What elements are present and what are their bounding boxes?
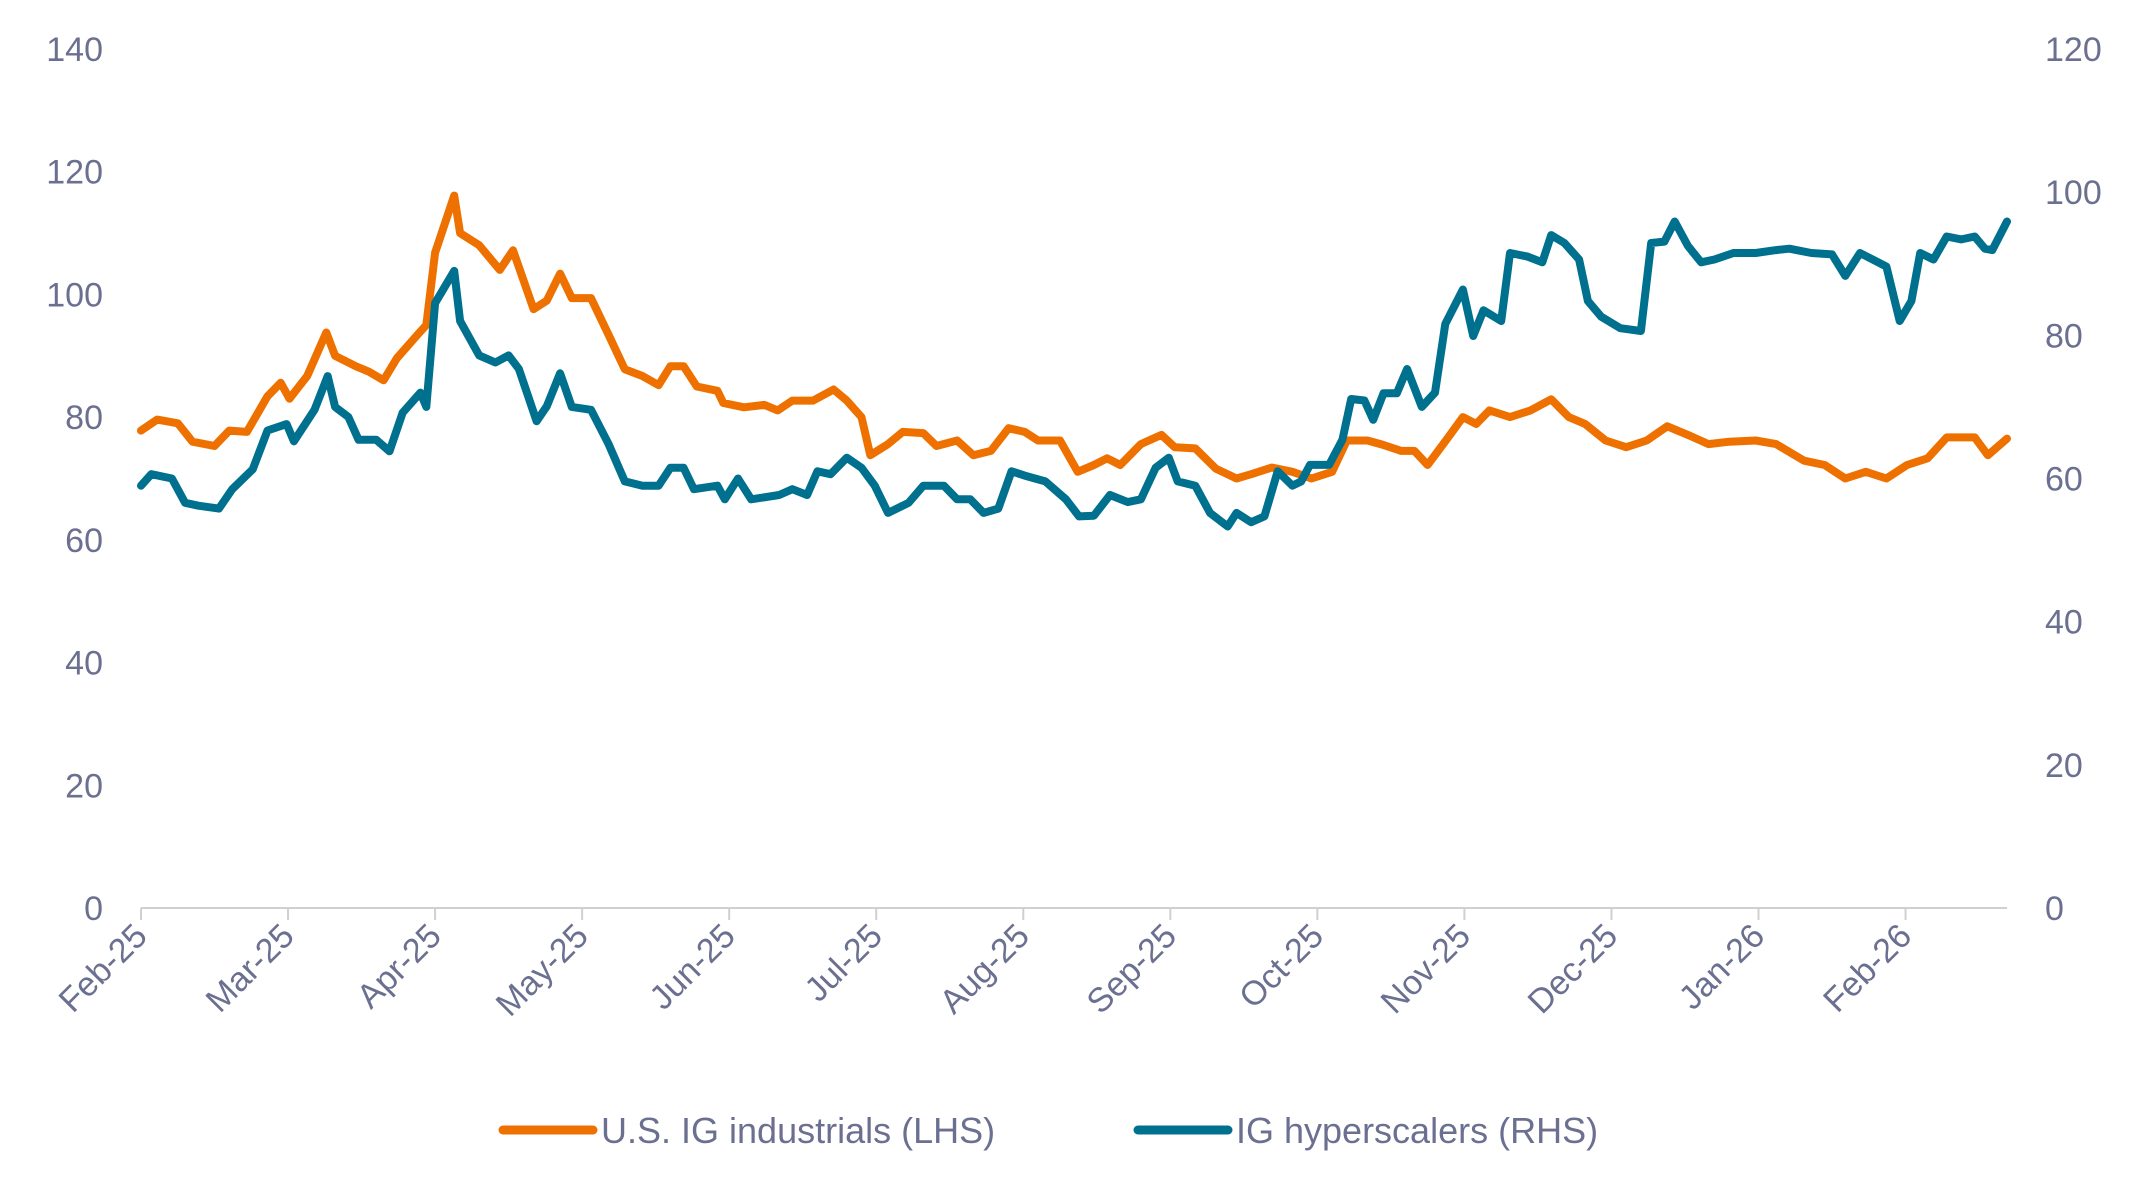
y-right-tick-label: 80 — [2045, 317, 2083, 355]
y-left-tick-label: 120 — [46, 154, 103, 192]
x-tick-label: Oct-25 — [1232, 917, 1331, 1016]
legend: U.S. IG industrials (LHS) IG hyperscalers… — [498, 1110, 1598, 1151]
axes: 0 20 40 60 80 100 120 140 0 20 40 60 80 100 120 Feb-25 M… — [46, 31, 2101, 1024]
x-tick-label: Mar-25 — [199, 917, 302, 1020]
series-line-ig-hyperscalers — [137, 217, 2011, 531]
legend-label: IG hyperscalers (RHS) — [1236, 1110, 1598, 1151]
y-left-tick-label: 100 — [46, 276, 103, 314]
x-tick-label: May-25 — [489, 917, 596, 1024]
x-tick-label: Dec-25 — [1521, 917, 1625, 1021]
y-left-tick-label: 40 — [65, 645, 103, 683]
x-tick-label: Nov-25 — [1374, 917, 1478, 1021]
x-tick-label: Jul-25 — [798, 917, 890, 1009]
y-left-tick-label: 20 — [65, 767, 103, 805]
y-left-tick-label: 80 — [65, 399, 103, 437]
legend-label: U.S. IG industrials (LHS) — [601, 1110, 995, 1151]
series-line-us-ig-industrials — [137, 191, 2011, 483]
y-left-tick-label: 140 — [46, 31, 103, 69]
y-right-tick-label: 60 — [2045, 461, 2083, 499]
x-tick-label: Feb-26 — [1816, 917, 1919, 1020]
x-tick-label: Aug-25 — [933, 917, 1037, 1021]
y-right-tick-label: 0 — [2045, 890, 2064, 928]
y-right-tick-label: 100 — [2045, 174, 2102, 212]
x-tick-label: Jun-25 — [642, 917, 742, 1017]
x-tick-label: Jan-26 — [1672, 917, 1772, 1017]
x-tick-label: Feb-25 — [52, 917, 155, 1020]
x-tick-label: Sep-25 — [1080, 917, 1184, 1021]
x-tick-label: Apr-25 — [350, 917, 449, 1016]
y-right-tick-label: 120 — [2045, 31, 2102, 69]
y-left-tick-label: 60 — [65, 522, 103, 560]
y-right-tick-label: 20 — [2045, 747, 2083, 785]
y-left-tick-label: 0 — [84, 890, 103, 928]
series-lines — [137, 191, 2011, 531]
y-right-tick-label: 40 — [2045, 604, 2083, 642]
